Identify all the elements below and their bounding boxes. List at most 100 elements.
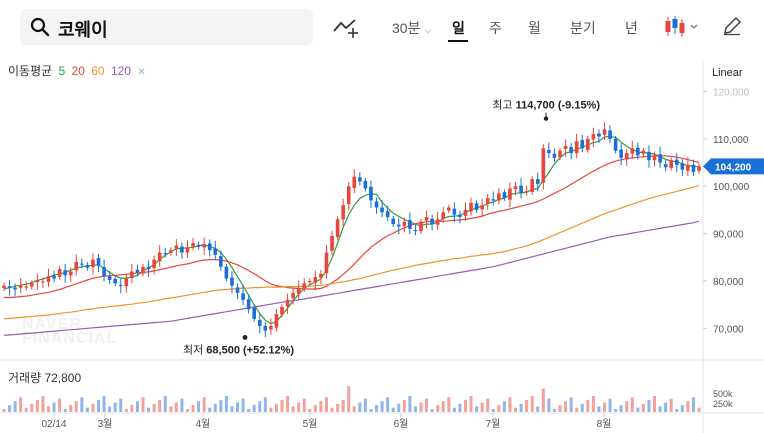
volume-bar bbox=[413, 406, 417, 412]
low-annotation: 최저 68,500 (+52.12%) bbox=[183, 343, 294, 356]
volume-bar bbox=[536, 406, 540, 412]
candle-body bbox=[130, 271, 134, 279]
drawing-tool-icon[interactable] bbox=[333, 16, 359, 38]
volume-bar bbox=[491, 409, 495, 412]
candle-body bbox=[324, 252, 329, 274]
volume-bar bbox=[141, 397, 145, 412]
candle-body bbox=[219, 256, 223, 267]
candle-body bbox=[658, 154, 662, 163]
volume-bar bbox=[675, 409, 679, 412]
volume-bar bbox=[691, 397, 695, 412]
volume-bar bbox=[274, 403, 278, 412]
candle-body bbox=[196, 244, 201, 247]
search-icon bbox=[30, 17, 50, 37]
volume-bar bbox=[119, 398, 123, 412]
candle-body bbox=[213, 248, 218, 255]
volume-label: 거래량 72,800 bbox=[8, 371, 82, 385]
candle-body bbox=[547, 150, 551, 154]
volume-bar bbox=[469, 396, 473, 412]
y-tick-label: 90,000 bbox=[713, 230, 744, 241]
volume-bar bbox=[669, 398, 673, 412]
candle-body bbox=[185, 247, 190, 253]
volume-bar bbox=[224, 396, 228, 412]
candle-body bbox=[424, 217, 429, 221]
volume-bar bbox=[124, 409, 128, 412]
candle-body bbox=[174, 245, 179, 249]
y-tick-label: 70,000 bbox=[713, 324, 744, 335]
tab-year[interactable]: 년 bbox=[625, 20, 638, 36]
scale-mode-toggle[interactable]: Linear bbox=[712, 67, 743, 79]
x-tick-label: 02/14 bbox=[41, 419, 66, 430]
volume-bar bbox=[458, 403, 462, 412]
high-dot bbox=[543, 116, 549, 121]
volume-bar bbox=[502, 401, 506, 412]
volume-bar bbox=[575, 407, 579, 412]
ma5-line bbox=[3, 135, 700, 325]
volume-bar bbox=[452, 407, 456, 412]
volume-bar bbox=[297, 402, 301, 412]
volume-bar bbox=[641, 403, 645, 412]
current-price-label: 104,200 bbox=[715, 162, 752, 173]
tab-week[interactable]: 주 bbox=[489, 20, 502, 36]
volume-bar bbox=[386, 397, 390, 412]
candle-body bbox=[113, 278, 117, 284]
x-tick-label: 7월 bbox=[486, 418, 501, 430]
candle-body bbox=[91, 259, 95, 268]
close-icon[interactable]: ✕ bbox=[137, 67, 146, 78]
candle-body bbox=[391, 218, 395, 225]
volume-bar bbox=[324, 397, 328, 412]
candle-body bbox=[674, 159, 679, 165]
candle-type-icon[interactable] bbox=[660, 14, 700, 40]
candle-body bbox=[263, 325, 268, 331]
candle-body bbox=[441, 212, 446, 219]
candle-body bbox=[252, 307, 256, 319]
volume-bar bbox=[408, 396, 412, 412]
tab-quarter[interactable]: 분기 bbox=[570, 20, 596, 36]
candle-body bbox=[235, 287, 240, 293]
y-tick-label: 110,000 bbox=[713, 135, 749, 146]
current-price-tag bbox=[703, 158, 764, 175]
candle-body bbox=[68, 271, 73, 276]
pencil-edit-icon[interactable] bbox=[722, 16, 742, 36]
tab-month[interactable]: 월 bbox=[528, 20, 541, 36]
volume-bar bbox=[163, 396, 167, 412]
candle-body bbox=[346, 186, 351, 205]
candle-body bbox=[691, 164, 696, 172]
interval-dropdown[interactable]: 30분 ⌵ bbox=[392, 20, 432, 36]
candle-body bbox=[586, 138, 590, 151]
volume-bar bbox=[35, 399, 39, 412]
candle-body bbox=[308, 280, 312, 283]
candle-body bbox=[480, 205, 484, 210]
volume-bar bbox=[658, 406, 662, 412]
candle-body bbox=[180, 246, 184, 253]
candle-body bbox=[419, 221, 423, 232]
volume-bar bbox=[46, 406, 50, 412]
candle-body bbox=[602, 129, 607, 135]
candle-body bbox=[141, 266, 145, 274]
volume-bar bbox=[247, 409, 251, 412]
candle-body bbox=[124, 278, 129, 287]
candle-body bbox=[96, 257, 101, 266]
volume-bar bbox=[541, 388, 545, 412]
volume-bar bbox=[97, 399, 101, 412]
volume-bar bbox=[130, 405, 134, 412]
candle-body bbox=[157, 252, 162, 262]
stock-search-box[interactable]: 코웨이 bbox=[20, 9, 313, 45]
volume-bar bbox=[85, 407, 89, 412]
volume-bar bbox=[135, 401, 139, 412]
watermark-line: NAVER bbox=[22, 316, 82, 333]
candle-body bbox=[458, 214, 462, 217]
search-query[interactable]: 코웨이 bbox=[58, 20, 108, 40]
candle-body bbox=[2, 285, 6, 289]
volume-bar bbox=[602, 402, 606, 412]
tab-day[interactable]: 일 bbox=[452, 20, 465, 36]
volume-bar bbox=[174, 402, 178, 412]
candle-body bbox=[57, 269, 62, 277]
candle-body bbox=[474, 203, 479, 210]
candle-body bbox=[302, 283, 307, 289]
candle-body bbox=[541, 148, 546, 183]
volume-bar bbox=[680, 405, 684, 412]
volume-bar bbox=[614, 409, 618, 412]
volume-bar bbox=[291, 406, 295, 412]
